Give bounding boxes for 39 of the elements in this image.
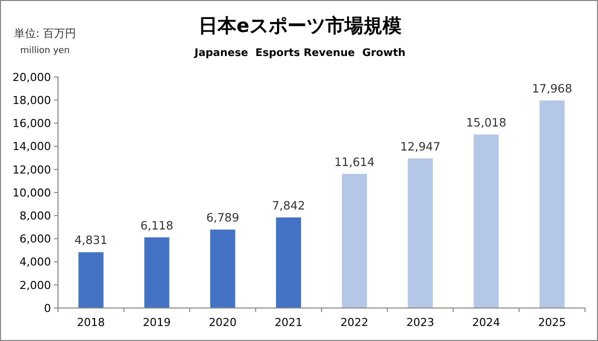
- y-tick-label: 2,000: [20, 278, 51, 292]
- data-label: 6,789: [206, 210, 240, 225]
- y-tick-label: 6,000: [20, 232, 51, 246]
- y-tick-label: 20,000: [12, 70, 51, 84]
- bar: [540, 100, 565, 308]
- bar: [210, 230, 236, 308]
- bar: [474, 134, 499, 308]
- text: million yen: [20, 46, 70, 56]
- x-tick-label: 2022: [340, 316, 368, 329]
- x-tick-label: 2021: [274, 316, 303, 329]
- data-label: 12,947: [400, 139, 440, 154]
- bar: [408, 158, 433, 308]
- x-tick-label: 2024: [472, 316, 500, 329]
- y-tick-label: 0: [44, 302, 51, 315]
- y-tick-label: 12,000: [12, 163, 51, 176]
- bar: [342, 174, 367, 308]
- data-label: 4,831: [74, 233, 108, 248]
- data-label: 11,614: [334, 154, 375, 169]
- bar: [144, 237, 170, 308]
- bar: [78, 252, 104, 308]
- x-tick-label: 2025: [538, 316, 566, 329]
- y-tick-label: 10,000: [12, 186, 51, 200]
- y-tick-label: 8,000: [20, 209, 51, 222]
- data-label: 7,842: [272, 198, 306, 212]
- data-label: 15,018: [466, 116, 506, 130]
- data-label: 6,118: [140, 218, 174, 232]
- x-tick-label: 2019: [142, 316, 171, 329]
- chart-subtitle: Japanese Esports Revenue Growth: [194, 47, 406, 59]
- y-tick-label: 16,000: [12, 117, 51, 130]
- x-tick-label: 2020: [208, 316, 237, 329]
- y-tick-label: 18,000: [12, 94, 51, 107]
- data-label: 17,968: [532, 81, 572, 96]
- text: 単位: 百万円: [14, 27, 76, 40]
- x-tick-label: 2023: [406, 316, 434, 329]
- y-tick-label: 4,000: [20, 256, 51, 269]
- y-tick-label: 14,000: [12, 140, 51, 154]
- x-tick-label: 2018: [76, 316, 105, 329]
- chart-title: 日本eスポーツ市場規模: [198, 15, 402, 37]
- bar: [276, 217, 302, 308]
